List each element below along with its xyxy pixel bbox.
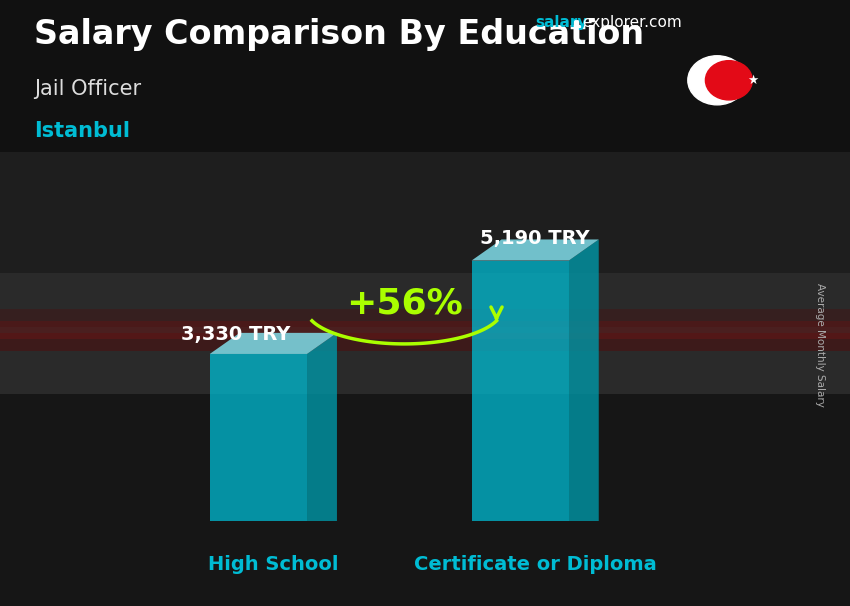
- Polygon shape: [569, 239, 598, 521]
- Text: Jail Officer: Jail Officer: [34, 79, 141, 99]
- Polygon shape: [472, 239, 598, 261]
- Circle shape: [706, 61, 752, 100]
- Polygon shape: [307, 333, 337, 521]
- Text: High School: High School: [208, 555, 338, 574]
- Circle shape: [688, 56, 746, 105]
- Text: Certificate or Diploma: Certificate or Diploma: [414, 555, 656, 574]
- Text: 3,330 TRY: 3,330 TRY: [181, 325, 291, 344]
- Text: Istanbul: Istanbul: [34, 121, 130, 141]
- Text: +56%: +56%: [346, 287, 462, 321]
- Polygon shape: [210, 354, 307, 521]
- Text: Salary Comparison By Education: Salary Comparison By Education: [34, 18, 644, 51]
- Text: ★: ★: [746, 74, 758, 87]
- Text: explorer.com: explorer.com: [582, 15, 682, 30]
- Polygon shape: [210, 333, 337, 354]
- Text: 5,190 TRY: 5,190 TRY: [480, 229, 590, 248]
- Text: Average Monthly Salary: Average Monthly Salary: [815, 284, 825, 407]
- Polygon shape: [472, 261, 569, 521]
- Text: salary: salary: [536, 15, 588, 30]
